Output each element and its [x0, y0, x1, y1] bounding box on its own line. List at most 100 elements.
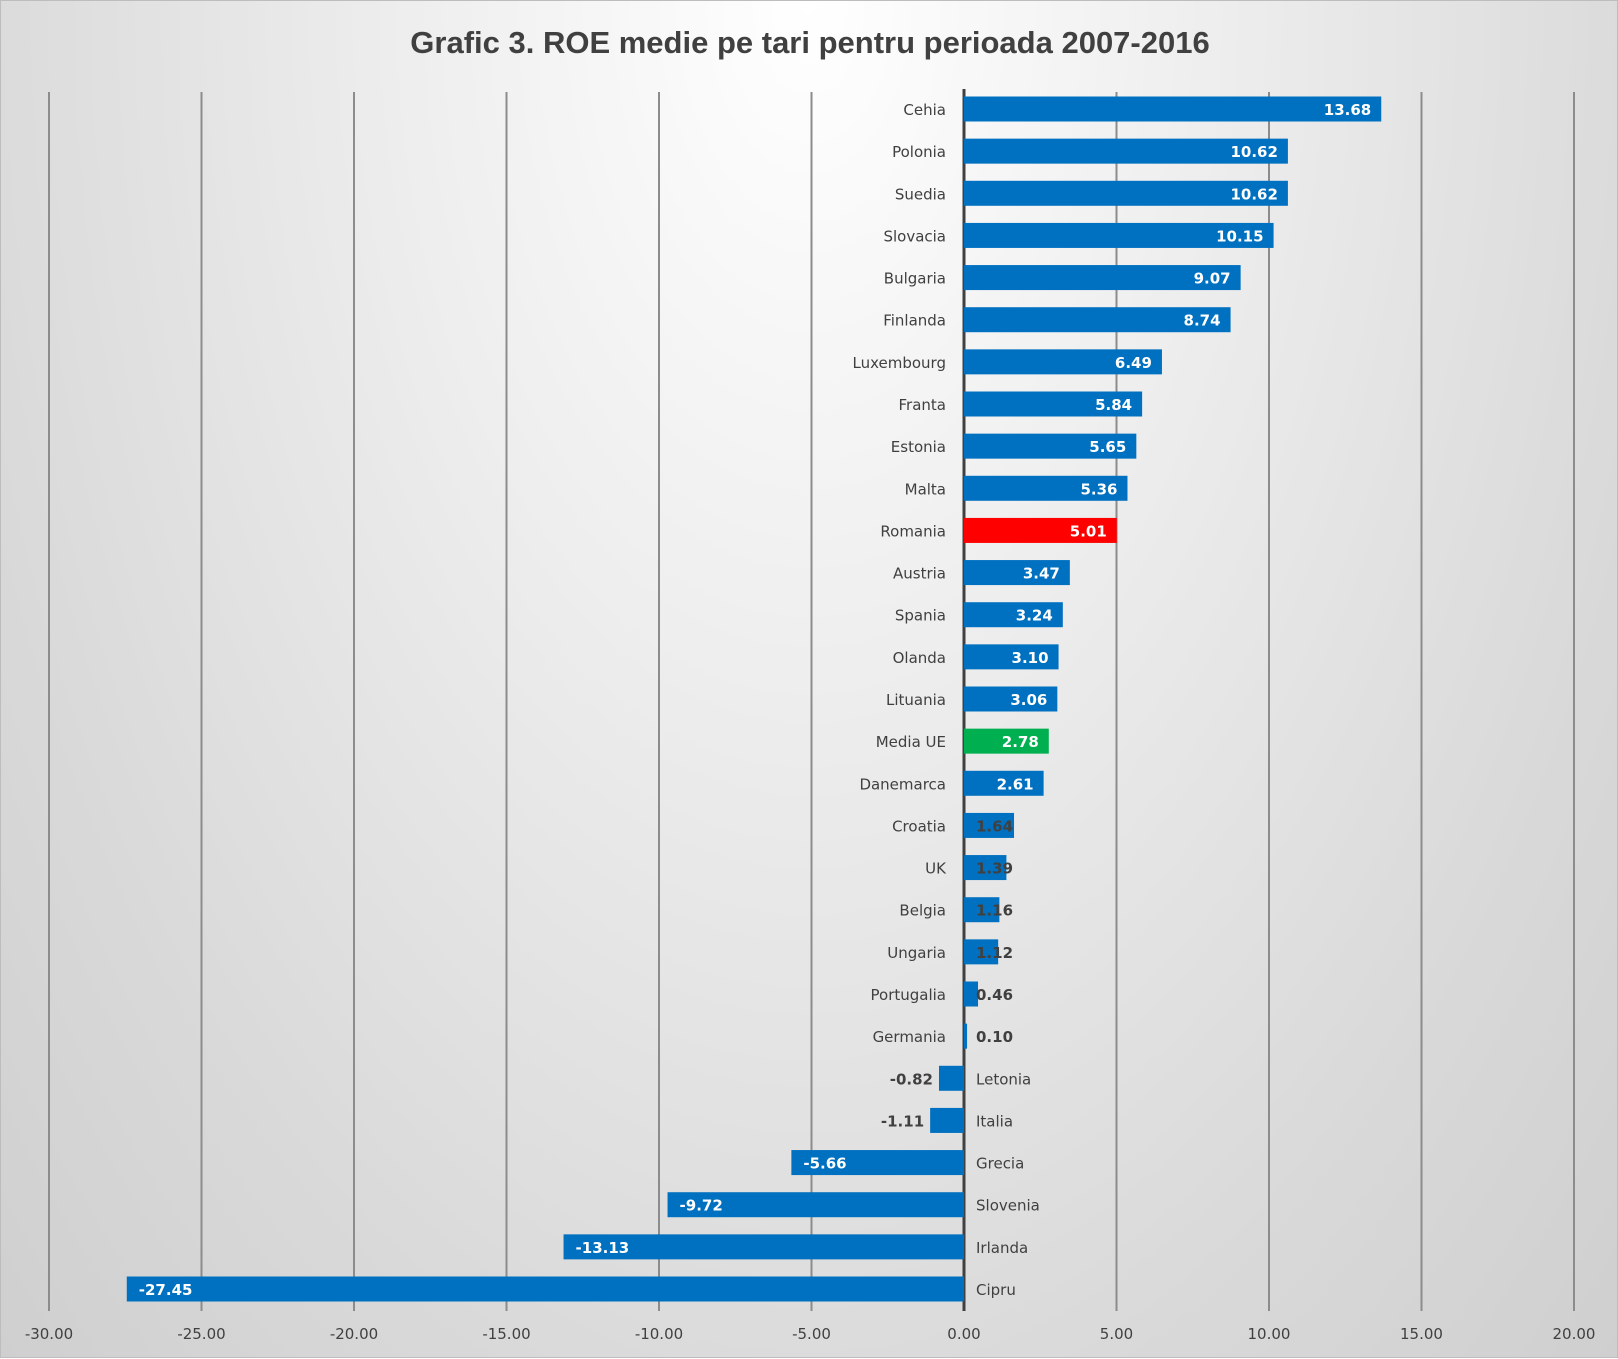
bar	[964, 349, 1162, 375]
data-label: 10.15	[1216, 227, 1263, 245]
bar	[964, 433, 1137, 459]
data-label: 3.10	[1012, 649, 1049, 667]
category-label: Slovenia	[976, 1197, 1040, 1215]
bar	[964, 391, 1143, 417]
data-label: 2.61	[997, 775, 1034, 793]
data-label: 1.16	[976, 902, 1013, 920]
bar	[964, 1023, 968, 1049]
data-label: 6.49	[1115, 354, 1152, 372]
data-label: 9.07	[1194, 270, 1231, 288]
data-label: -0.82	[890, 1070, 933, 1088]
data-label: 5.84	[1095, 396, 1132, 414]
bar	[964, 180, 1288, 206]
category-label: Italia	[976, 1112, 1013, 1130]
bar	[964, 307, 1231, 333]
category-label: Estonia	[891, 438, 946, 456]
x-tick-label: 15.00	[1400, 1325, 1443, 1343]
data-label: 2.78	[1002, 733, 1039, 751]
category-label: Spania	[895, 607, 946, 625]
category-label: Franta	[899, 396, 946, 414]
category-label: UK	[925, 860, 947, 878]
bar	[964, 897, 1000, 923]
data-label: 1.64	[976, 817, 1013, 835]
category-label: Finlanda	[883, 312, 946, 330]
category-label: Croatia	[892, 817, 946, 835]
data-label: 13.68	[1324, 101, 1371, 119]
x-tick-label: -5.00	[792, 1325, 831, 1343]
data-label: 5.36	[1080, 480, 1117, 498]
category-label: Suedia	[895, 185, 946, 203]
bar	[964, 728, 1049, 754]
bar	[964, 222, 1274, 248]
bar	[667, 1192, 964, 1218]
data-label: 1.12	[976, 944, 1013, 962]
bar	[126, 1276, 964, 1302]
x-tick-label: -15.00	[482, 1325, 530, 1343]
category-label: Lituania	[886, 691, 946, 709]
x-tick-label: 0.00	[947, 1325, 980, 1343]
bar	[938, 1065, 964, 1091]
category-label: Cehia	[903, 101, 946, 119]
bar	[964, 644, 1059, 670]
data-label: -9.72	[680, 1197, 723, 1215]
data-label: 10.62	[1230, 143, 1277, 161]
bar	[964, 138, 1288, 164]
data-label: 3.47	[1023, 565, 1060, 583]
x-tick-label: 20.00	[1553, 1325, 1596, 1343]
x-tick-label: -20.00	[330, 1325, 378, 1343]
bar	[791, 1150, 964, 1176]
category-label: Danemarca	[859, 775, 946, 793]
data-label: -13.13	[576, 1239, 630, 1257]
data-label: -27.45	[139, 1281, 193, 1299]
data-label: 3.24	[1016, 607, 1053, 625]
data-label: 5.01	[1070, 522, 1107, 540]
data-label: 3.06	[1010, 691, 1047, 709]
x-tick-label: 10.00	[1248, 1325, 1291, 1343]
category-label: Ungaria	[887, 944, 946, 962]
bar	[964, 475, 1128, 501]
category-label: Media UE	[876, 733, 946, 751]
category-label: Olanda	[893, 649, 946, 667]
x-tick-label: 5.00	[1100, 1325, 1133, 1343]
data-label: 5.65	[1089, 438, 1126, 456]
data-label: 0.10	[976, 1028, 1013, 1046]
bar	[964, 981, 979, 1007]
data-label: 0.46	[976, 986, 1013, 1004]
bar	[964, 770, 1044, 796]
category-label: Austria	[893, 565, 946, 583]
bar	[964, 517, 1117, 543]
x-tick-label: -30.00	[25, 1325, 73, 1343]
data-label: -5.66	[803, 1155, 846, 1173]
chart-title: Grafic 3. ROE medie pe tari pentru perio…	[410, 25, 1209, 60]
bar	[964, 265, 1241, 291]
bar	[964, 560, 1070, 586]
category-label: Letonia	[976, 1070, 1031, 1088]
category-label: Irlanda	[976, 1239, 1028, 1257]
data-label: 1.39	[976, 860, 1013, 878]
category-label: Cipru	[976, 1281, 1016, 1299]
bar	[964, 855, 1007, 881]
x-tick-label: -25.00	[177, 1325, 225, 1343]
category-label: Germania	[873, 1028, 946, 1046]
x-tick-label: -10.00	[635, 1325, 683, 1343]
category-label: Malta	[905, 480, 946, 498]
data-label: 8.74	[1184, 312, 1221, 330]
category-label: Romania	[880, 522, 946, 540]
bar	[930, 1107, 964, 1133]
category-label: Belgia	[899, 902, 946, 920]
data-label: -1.11	[881, 1112, 924, 1130]
category-label: Grecia	[976, 1155, 1024, 1173]
category-label: Bulgaria	[884, 270, 946, 288]
category-label: Portugalia	[871, 986, 946, 1004]
category-label: Slovacia	[883, 227, 946, 245]
bar	[964, 602, 1063, 628]
category-label: Luxembourg	[853, 354, 947, 372]
bar	[964, 939, 999, 965]
bar	[964, 96, 1382, 122]
data-label: 10.62	[1230, 185, 1277, 203]
bar	[563, 1234, 964, 1260]
category-label: Polonia	[892, 143, 946, 161]
bar	[964, 812, 1015, 838]
